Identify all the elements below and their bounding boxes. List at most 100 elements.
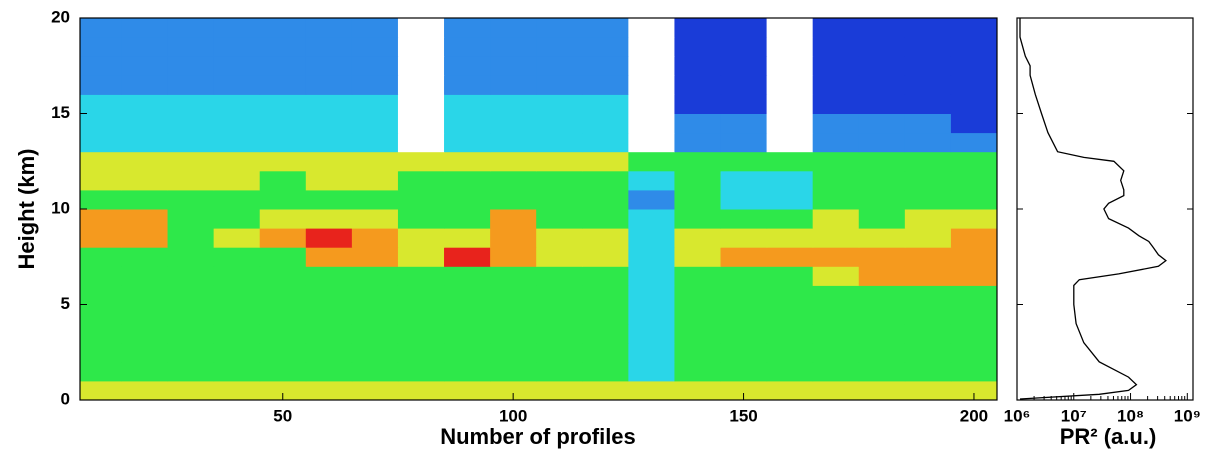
- heatmap-cell: [351, 94, 399, 114]
- heatmap-cell: [812, 170, 860, 191]
- heatmap-cell: [812, 75, 860, 95]
- heatmap-cell: [766, 361, 814, 382]
- heatmap-cell: [259, 151, 307, 172]
- heatmap-cell: [950, 132, 998, 153]
- heatmap-cell: [80, 113, 122, 134]
- heatmap-cell: [305, 342, 353, 363]
- heatmap-cell: [259, 209, 307, 229]
- heatmap-cell: [259, 247, 307, 267]
- heatmap-cell: [80, 323, 122, 344]
- heatmap-cell: [674, 75, 722, 95]
- heatmap-cell: [904, 342, 952, 363]
- heatmap-cell: [121, 170, 169, 191]
- heatmap-cell: [167, 151, 215, 172]
- heatmap-cell: [351, 18, 399, 38]
- heatmap-cell: [904, 323, 952, 344]
- heatmap-cell: [259, 380, 307, 401]
- heatmap-cell: [720, 18, 768, 38]
- heatmap-cell: [582, 380, 629, 401]
- heatmap-cell: [80, 380, 122, 401]
- heatmap-cell: [444, 170, 491, 191]
- heatmap-cell: [904, 285, 952, 305]
- heatmap-cell: [490, 56, 537, 76]
- heatmap-cell: [812, 342, 860, 363]
- heatmap-cell: [80, 285, 122, 305]
- heatmap-cell: [904, 266, 952, 286]
- heatmap-cell: [628, 75, 675, 95]
- heatmap-cell: [167, 380, 215, 401]
- heatmap-cell: [536, 266, 583, 286]
- heatmap-cell: [858, 170, 906, 191]
- heatmap-cell: [858, 56, 906, 76]
- heatmap-cell: [167, 209, 215, 229]
- heatmap-cell: [259, 170, 307, 191]
- heatmap-cell: [444, 189, 491, 210]
- y-tick-label: 10: [51, 198, 70, 217]
- heatmap-cell: [628, 228, 675, 248]
- heatmap-cell: [674, 18, 722, 38]
- heatmap-cell: [812, 18, 860, 38]
- heatmap-cell: [305, 37, 353, 57]
- heatmap-cell: [213, 94, 261, 114]
- heatmap-cell: [674, 189, 722, 210]
- heatmap-cell: [582, 266, 629, 286]
- heatmap-cell: [80, 18, 122, 38]
- heatmap-cell: [582, 18, 629, 38]
- heatmap-cell: [536, 113, 583, 134]
- heatmap-cell: [444, 113, 491, 134]
- x-tick-label: 150: [729, 406, 757, 425]
- heatmap-cell: [628, 361, 675, 382]
- heatmap-cell: [720, 113, 768, 134]
- heatmap-cell: [950, 304, 998, 325]
- heatmap-cell: [812, 361, 860, 382]
- heatmap-cell: [213, 75, 261, 95]
- heatmap-cell: [213, 304, 261, 325]
- heatmap-cell: [858, 304, 906, 325]
- heatmap-cell: [858, 247, 906, 267]
- heatmap-cell: [674, 94, 722, 114]
- heatmap-cell: [904, 37, 952, 57]
- y-tick-label: 0: [61, 389, 70, 408]
- heatmap-cell: [167, 342, 215, 363]
- heatmap-cell: [351, 37, 399, 57]
- heatmap-cell: [213, 113, 261, 134]
- heatmap-cell: [904, 75, 952, 95]
- heatmap-cell: [674, 285, 722, 305]
- heatmap-cell: [490, 18, 537, 38]
- heatmap-cell: [444, 94, 491, 114]
- heatmap-cell: [628, 151, 675, 172]
- heatmap-cell: [582, 342, 629, 363]
- heatmap-cell: [950, 285, 998, 305]
- heatmap-cell: [80, 94, 122, 114]
- heatmap-cell: [536, 361, 583, 382]
- heatmap-cell: [582, 361, 629, 382]
- heatmap-cell: [259, 37, 307, 57]
- heatmap-cell: [812, 304, 860, 325]
- heatmap-cell: [305, 170, 353, 191]
- heatmap-cell: [582, 189, 629, 210]
- heatmap-cell: [766, 380, 814, 401]
- heatmap-cell: [628, 304, 675, 325]
- heatmap-cell: [582, 285, 629, 305]
- heatmap-cell: [812, 94, 860, 114]
- heatmap-cell: [950, 75, 998, 95]
- heatmap-cell: [397, 56, 445, 76]
- heatmap-cell: [167, 94, 215, 114]
- heatmap-cell: [80, 56, 122, 76]
- heatmap-cell: [80, 170, 122, 191]
- heatmap-cell: [351, 56, 399, 76]
- heatmap-cell: [536, 56, 583, 76]
- heatmap-cell: [444, 361, 491, 382]
- heatmap-cell: [397, 132, 445, 153]
- heatmap-cell: [444, 209, 491, 229]
- heatmap-cell: [720, 380, 768, 401]
- heatmap-cell: [121, 151, 169, 172]
- heatmap-cell: [812, 266, 860, 286]
- heatmap-cell: [582, 170, 629, 191]
- heatmap-cell: [720, 285, 768, 305]
- x-tick-label: 10⁹: [1174, 406, 1201, 425]
- y-tick-label: 15: [51, 103, 70, 122]
- x-tick-label: 10⁷: [1061, 406, 1087, 425]
- heatmap-cell: [397, 247, 445, 267]
- heatmap-cell: [397, 94, 445, 114]
